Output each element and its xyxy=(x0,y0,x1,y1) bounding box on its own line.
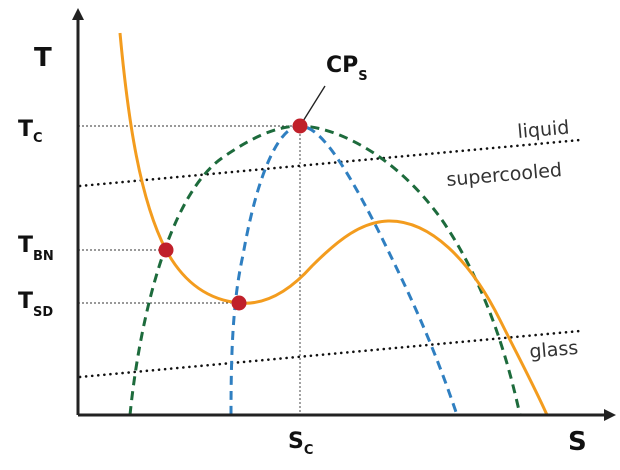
supercooled-label: supercooled xyxy=(446,159,563,191)
critical-point-label: CPS xyxy=(326,53,368,84)
guide-lines xyxy=(78,125,301,415)
tick-tsd: TSD xyxy=(18,289,53,320)
tick-tc: TC xyxy=(18,117,43,146)
supercooled-line xyxy=(78,138,582,188)
spinodal-point xyxy=(231,295,247,311)
tick-tbn: TBN xyxy=(18,233,54,264)
glass-line xyxy=(78,329,582,379)
y-axis-label: T xyxy=(34,43,52,73)
liquid-label: liquid xyxy=(517,117,571,143)
binodal-point xyxy=(158,242,174,258)
critical-point-leader xyxy=(299,85,326,127)
x-axis-label: S xyxy=(568,427,587,457)
glass-label: glass xyxy=(529,337,580,363)
reference-lines xyxy=(78,138,582,379)
spinodal-curve xyxy=(229,124,459,416)
tick-sc: SC xyxy=(288,429,313,458)
critical-point xyxy=(292,118,308,134)
isobar-curve xyxy=(118,32,549,416)
